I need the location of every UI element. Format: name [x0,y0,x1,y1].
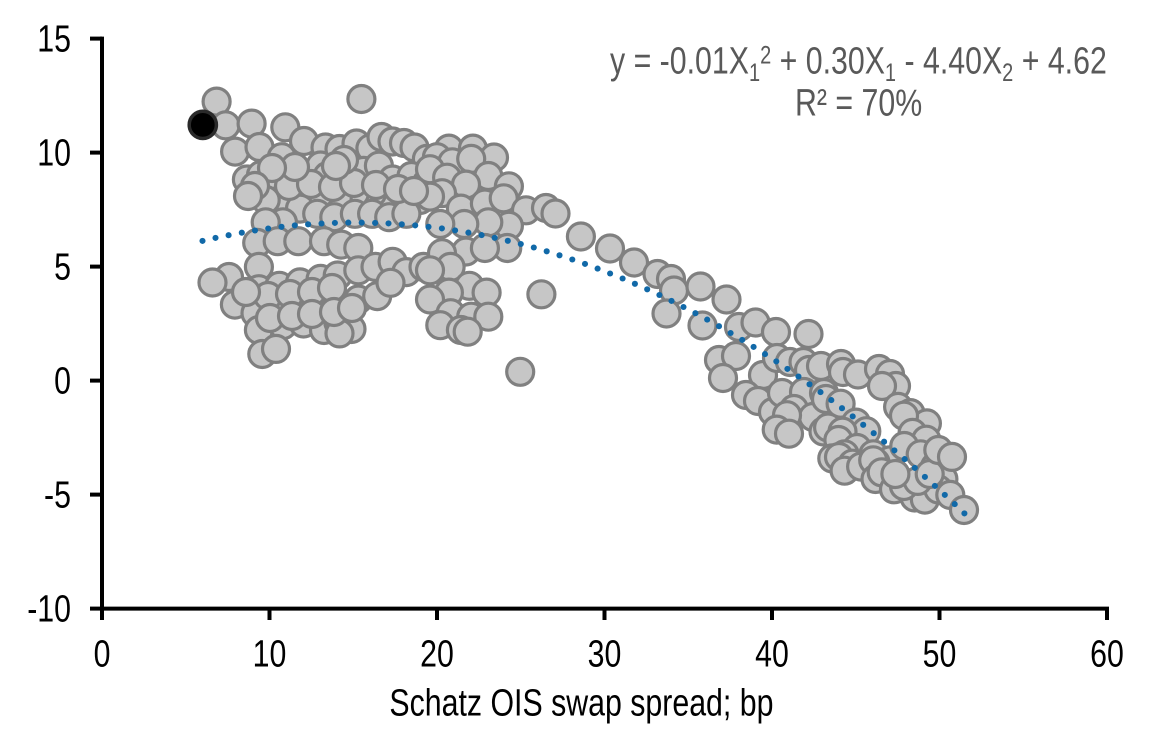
svg-text:5: 5 [54,247,71,289]
svg-text:15: 15 [37,19,71,61]
svg-text:-5: -5 [44,475,71,517]
svg-text:0: 0 [54,361,71,403]
svg-text:10: 10 [253,633,287,675]
svg-text:60: 60 [1090,633,1124,675]
svg-text:30: 30 [588,633,622,675]
svg-text:50: 50 [923,633,957,675]
svg-text:40: 40 [755,633,789,675]
svg-text:20: 20 [420,633,454,675]
svg-text:0: 0 [94,633,111,675]
svg-text:y = -0.01X12 + 0.30X1 - 4.40X2: y = -0.01X12 + 0.30X1 - 4.40X2 + 4.62 [610,40,1107,86]
svg-text:R² = 70%: R² = 70% [795,82,922,124]
svg-text:-10: -10 [27,589,71,631]
svg-text:Schatz OIS swap spread; bp: Schatz OIS swap spread; bp [389,682,773,724]
svg-text:10: 10 [37,133,71,175]
